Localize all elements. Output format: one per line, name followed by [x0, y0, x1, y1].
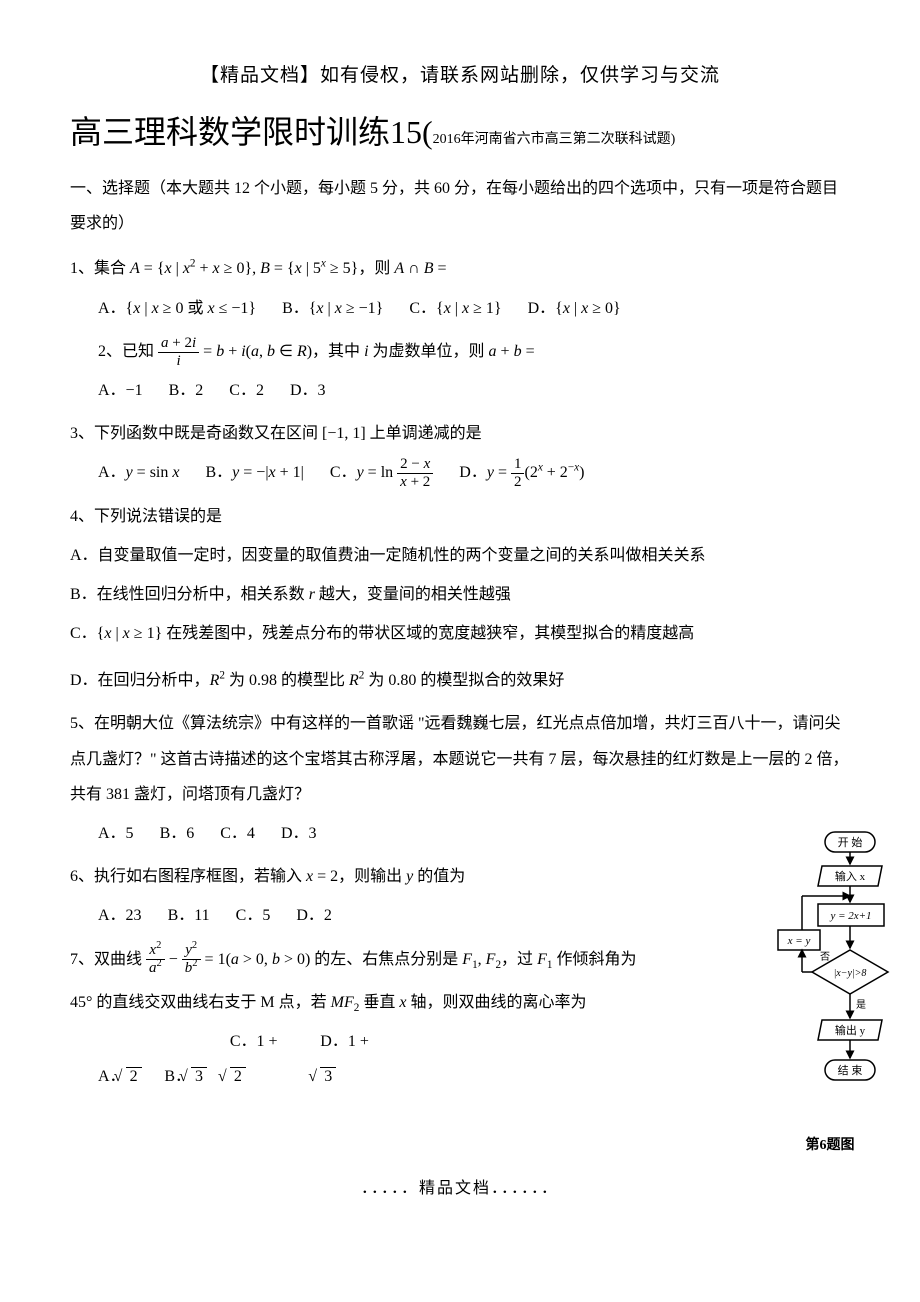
title-main: 高三理科数学限时训练15(	[70, 114, 433, 150]
q6-opt-a: A．23	[98, 898, 142, 933]
q4-opt-a: A．自变量取值一定时，因变量的取值费油一定随机性的两个变量之间的关系叫做相关关系	[70, 538, 850, 573]
q1-stem: 1、集合 A = {x | x2 + x ≥ 0}, B = {x | 5x ≥…	[70, 251, 850, 286]
q3-stem: 3、下列函数中既是奇函数又在区间 [−1, 1] 上单调递减的是	[70, 416, 850, 451]
q7-opt-a: A． 2 √	[98, 1059, 138, 1094]
flow-input: 输入 x	[835, 869, 866, 883]
q6-opt-d: D．2	[296, 898, 332, 933]
q7-stem: 7、双曲线 x2a2 − y2b2 = 1(a > 0, b > 0) 的左、右…	[70, 942, 710, 977]
q5-opt-c: C．4	[220, 816, 255, 851]
q2-options: A．−1 B．2 C．2 D．3	[70, 373, 850, 408]
q7-options: A． 2 √ B． 3 √ C．1 + 2 √ D．1 + 3 √	[70, 1024, 710, 1094]
q2-opt-d: D．3	[290, 373, 326, 408]
q6-stem: 6、执行如右图程序框图，若输入 x = 2，则输出 y 的值为	[70, 859, 710, 894]
q1-opt-d: D．{x | x ≥ 0}	[528, 291, 621, 326]
flow-start: 开 始	[838, 835, 863, 849]
title-sub: 2016年河南省六市高三第二次联科试题)	[433, 132, 676, 147]
q4-stem: 4、下列说法错误的是	[70, 499, 850, 534]
q2-opt-a: A．−1	[98, 373, 143, 408]
q5-opt-d: D．3	[281, 816, 317, 851]
q5-opt-b: B．6	[160, 816, 195, 851]
q1-opt-c: C．{x | x ≥ 1}	[409, 291, 501, 326]
flow-assign: y = 2x+1	[829, 910, 871, 922]
q3-options: A．y = sin x B．y = −|x + 1| C．y = ln 2 − …	[70, 455, 850, 490]
flow-no: 否	[820, 951, 830, 963]
q7-opt-c: C．1 + 2 √	[230, 1024, 294, 1094]
q6-opt-b: B．11	[168, 898, 210, 933]
flow-output: 输出 y	[835, 1023, 866, 1037]
q5-opt-a: A．5	[98, 816, 134, 851]
q2-pre: 2、已知	[98, 343, 158, 360]
header-notice: 【精品文档】如有侵权，请联系网站删除，仅供学习与交流	[70, 60, 850, 87]
q3-opt-b: B．y = −|x + 1|	[205, 455, 303, 490]
q2-stem: 2、已知 a + 2ii = b + i(a, b ∈ R)，其中 i 为虚数单…	[70, 334, 850, 369]
q1-opt-b: B．{x | x ≥ −1}	[282, 291, 383, 326]
page-title: 高三理科数学限时训练15(2016年河南省六市高三第二次联科试题)	[70, 107, 850, 153]
section-instruction: 一、选择题（本大题共 12 个小题，每小题 5 分，共 60 分，在每小题给出的…	[70, 171, 850, 241]
flow-xy: x = y	[787, 935, 811, 947]
q7-stem-line2: 45° 的直线交双曲线右支于 M 点，若 MF2 垂直 x 轴，则双曲线的离心率…	[70, 985, 710, 1020]
q5-options: A．5 B．6 C．4 D．3	[70, 816, 850, 851]
q4-opt-d: D．在回归分析中，R2 为 0.98 的模型比 R2 为 0.80 的模型拟合的…	[70, 663, 850, 698]
flow-end: 结 束	[838, 1064, 863, 1077]
flow-cond: |x−y|>8	[834, 968, 867, 979]
flowchart-figure: 开 始 输入 x y = 2x+1 x = y |x−y|>8 否 是	[770, 830, 890, 1154]
footer-text: ．．．．．精品文档．．．．．．	[70, 1174, 850, 1198]
q1-opt-a: A．{x | x ≥ 0 或 x ≤ −1}	[98, 291, 256, 326]
q6-options: A．23 B．11 C．5 D．2	[70, 898, 710, 933]
q2-opt-c: C．2	[229, 373, 264, 408]
q7-opt-d: D．1 + 3 √	[320, 1024, 385, 1094]
q3-opt-a: A．y = sin x	[98, 455, 179, 490]
q3-opt-d: D．y = 12(2x + 2−x)	[459, 455, 584, 490]
flow-yes: 是	[856, 999, 866, 1011]
q6-opt-c: C．5	[236, 898, 271, 933]
q3-opt-c: C．y = ln 2 − xx + 2	[330, 455, 433, 490]
flowchart-caption: 第6题图	[770, 1134, 890, 1154]
q4-opt-b: B．在线性回归分析中，相关系数 r 越大，变量间的相关性越强	[70, 577, 850, 612]
q4-opt-c: C．{x | x ≥ 1} 在残差图中，残差点分布的带状区域的宽度越狭窄，其模型…	[70, 616, 850, 651]
q2-opt-b: B．2	[169, 373, 204, 408]
q7-opt-b: B． 3 √	[164, 1059, 203, 1094]
q5-stem: 5、在明朝大位《算法统宗》中有这样的一首歌谣 "远看魏巍七层，红光点点倍加增，共…	[70, 706, 850, 812]
q1-options: A．{x | x ≥ 0 或 x ≤ −1} B．{x | x ≥ −1} C．…	[70, 291, 850, 326]
